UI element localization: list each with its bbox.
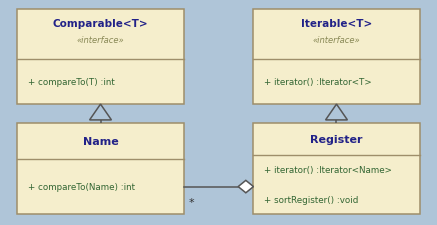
Text: + compareTo(T) :int: + compareTo(T) :int <box>28 77 115 86</box>
Text: Iterable<T>: Iterable<T> <box>301 19 372 29</box>
Bar <box>17 124 184 214</box>
Text: Comparable<T>: Comparable<T> <box>53 19 148 29</box>
Polygon shape <box>238 180 253 193</box>
Text: + compareTo(Name) :int: + compareTo(Name) :int <box>28 182 135 191</box>
Text: + sortRegister() :void: + sortRegister() :void <box>264 195 359 204</box>
Text: + iterator() :Iterator<Name>: + iterator() :Iterator<Name> <box>264 165 392 174</box>
Text: «interface»: «interface» <box>77 36 124 45</box>
Text: *: * <box>189 198 194 207</box>
Bar <box>253 10 420 105</box>
Text: + iterator() :Iterator<T>: + iterator() :Iterator<T> <box>264 77 372 86</box>
Text: «interface»: «interface» <box>313 36 360 45</box>
Polygon shape <box>326 105 347 120</box>
Text: Name: Name <box>83 137 118 147</box>
Polygon shape <box>90 105 111 120</box>
Text: Register: Register <box>310 135 363 144</box>
Bar <box>17 10 184 105</box>
Bar <box>253 124 420 214</box>
